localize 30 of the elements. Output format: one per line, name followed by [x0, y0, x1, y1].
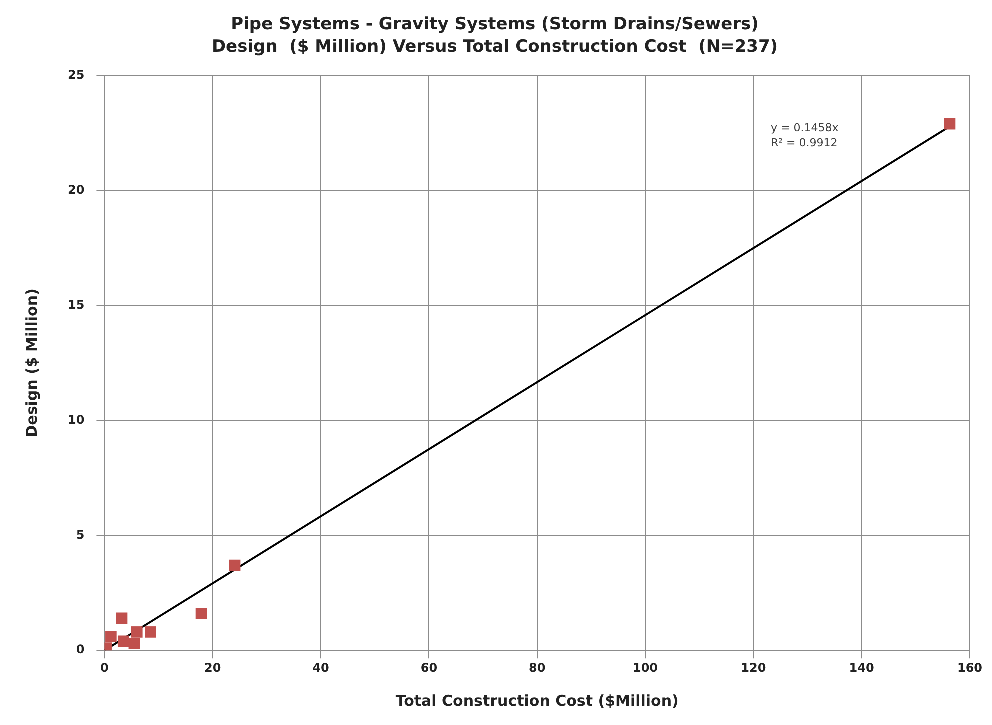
point: [118, 636, 130, 648]
annotation: y = 0.1458x: [770, 122, 840, 135]
chart-subtitle: Design ($ Million) Versus Total Construction Cost (N=237): [212, 37, 778, 58]
x-tick-label: 100: [632, 660, 658, 675]
x-tick-label: 20: [204, 660, 222, 675]
point: [116, 612, 128, 624]
chart-title: Pipe Systems - Gravity Systems (Storm Drains/Sewers): [231, 14, 759, 35]
x-tick-label: 80: [529, 660, 546, 675]
point: [131, 626, 143, 638]
point: [196, 608, 208, 620]
point: [229, 560, 241, 572]
point: [944, 118, 956, 130]
y-tick-label: 20: [68, 182, 85, 197]
x-tick-label: 40: [312, 660, 330, 675]
y-tick-label: 10: [68, 412, 85, 427]
y-axis-title: Design ($ Million): [22, 288, 41, 438]
point: [128, 638, 140, 650]
x-axis-title: Total Construction Cost ($Million): [396, 692, 679, 710]
x-tick-label: 140: [849, 660, 874, 675]
x-tick-label: 160: [957, 660, 983, 675]
x-tick-label: 120: [741, 660, 766, 675]
y-tick-label: 15: [68, 298, 85, 312]
y-tick-label: 5: [76, 528, 85, 542]
x-tick-label: 0: [100, 660, 109, 675]
x-tick-label: 60: [420, 660, 438, 675]
annotation: R² = 0.9912: [770, 136, 838, 150]
y-tick-label: 25: [68, 68, 85, 82]
point: [106, 631, 117, 642]
y-tick-label: 0: [76, 642, 85, 657]
point: [145, 626, 156, 638]
